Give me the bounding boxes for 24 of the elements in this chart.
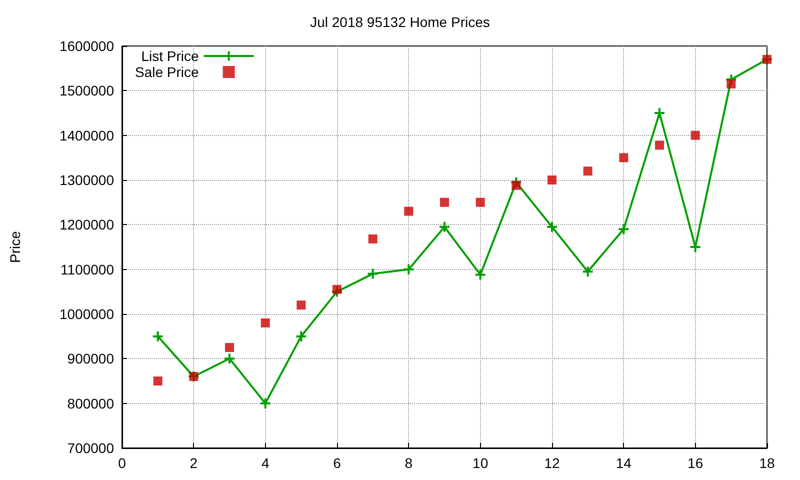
- x-tick-label: 18: [759, 455, 775, 471]
- x-tick-label: 16: [688, 455, 704, 471]
- y-tick-label: 800000: [67, 395, 114, 412]
- x-tick-label: 6: [333, 455, 342, 471]
- x-tick-label: 4: [261, 455, 270, 471]
- x-tick-label: 12: [544, 455, 560, 471]
- legend-label: List Price: [141, 48, 200, 64]
- y-tick-label: 1100000: [60, 261, 114, 278]
- y-tick-label: 1500000: [59, 82, 114, 99]
- y-tick-label: 900000: [67, 350, 114, 367]
- x-tick-label: 14: [616, 455, 632, 471]
- y-axis-title: Price: [7, 230, 23, 263]
- chart-title: Jul 2018 95132 Home Prices: [310, 14, 490, 30]
- x-tick-label: 0: [118, 455, 126, 471]
- x-tick-label: 8: [404, 455, 413, 471]
- x-tick-label: 10: [472, 455, 488, 471]
- legend-label: Sale Price: [134, 64, 200, 80]
- y-tick-label: 1000000: [59, 306, 114, 322]
- y-tick-label: 1600000: [59, 38, 114, 54]
- y-tick-label: 1300000: [59, 172, 114, 188]
- x-tick-label: 2: [190, 455, 198, 471]
- y-tick-label: 1400000: [59, 127, 114, 144]
- y-tick-label: 1200000: [59, 216, 114, 233]
- y-tick-label: 700000: [67, 440, 114, 456]
